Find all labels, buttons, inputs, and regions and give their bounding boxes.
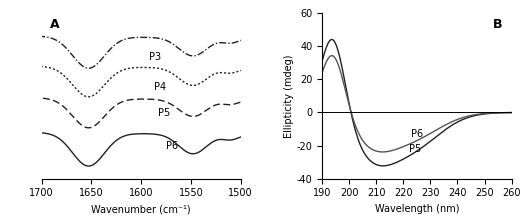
Text: P6: P6 [166,141,178,151]
Text: P5: P5 [409,144,421,154]
Y-axis label: Ellipticity (mdeg): Ellipticity (mdeg) [284,54,294,138]
Text: P6: P6 [411,129,423,139]
Text: A: A [50,18,60,31]
Text: B: B [493,18,502,31]
X-axis label: Wavenumber (cm⁻¹): Wavenumber (cm⁻¹) [91,204,191,214]
Text: P3: P3 [149,52,161,62]
Text: P4: P4 [154,82,166,92]
Text: P5: P5 [158,108,170,118]
X-axis label: Wavelength (nm): Wavelength (nm) [375,204,459,214]
